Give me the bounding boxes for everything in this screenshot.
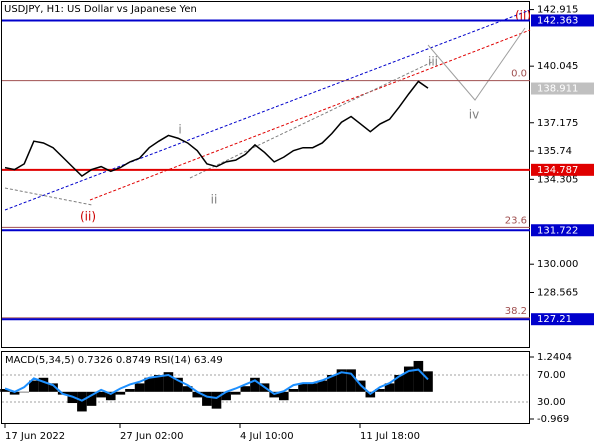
- level-label: 134.787: [537, 165, 578, 176]
- x-tick-label: 11 Jul 18:00: [360, 431, 420, 442]
- macd-bar: [384, 383, 395, 392]
- channel-line: [89, 29, 531, 201]
- macd-bar: [211, 391, 222, 409]
- macd-bar: [403, 366, 414, 392]
- level-box: [531, 224, 594, 237]
- macd-bar: [96, 391, 106, 398]
- y-tick-label: 140.045: [537, 61, 578, 72]
- chart-title: USDJPY, H1: US Dollar vs Japanese Yen: [4, 4, 197, 15]
- rsi-line: [4, 368, 429, 402]
- level-label: 138.911: [537, 84, 578, 95]
- level-label: 127.21: [537, 314, 572, 325]
- macd-bar: [115, 391, 126, 395]
- indicator-panel: [1, 351, 530, 424]
- macd-bar: [134, 383, 145, 392]
- indicator-title: MACD(5,34,5) 0.7326 0.8749 RSI(14) 63.49: [5, 355, 223, 366]
- macd-bar: [413, 360, 424, 392]
- wave-projection: [427, 27, 526, 101]
- macd-bar: [394, 374, 404, 392]
- y-tick-label: 135.74: [537, 146, 572, 157]
- fib-label: 38.2: [505, 306, 527, 317]
- channel-line: [4, 9, 531, 211]
- fib-label: 23.6: [505, 215, 527, 226]
- macd-bar: [154, 374, 164, 392]
- x-tick-label: 27 Jun 02:00: [120, 431, 184, 442]
- y-tick-label: 142.915: [537, 5, 578, 16]
- y-tick-label: -0.969: [537, 414, 569, 425]
- macd-bar: [105, 391, 116, 401]
- level-box: [531, 313, 594, 326]
- y-tick-label: 130.000: [537, 259, 578, 270]
- macd-bar: [307, 383, 318, 392]
- macd-bar: [250, 377, 260, 392]
- wave-label: iv: [469, 108, 479, 122]
- macd-bar: [288, 389, 299, 392]
- wave-label: ii: [211, 193, 218, 207]
- macd-bar: [317, 380, 328, 392]
- macd-bar: [192, 391, 203, 398]
- macd-bar: [125, 389, 135, 392]
- x-tick-label: 4 Jul 10:00: [240, 431, 294, 442]
- macd-bar: [375, 389, 385, 392]
- fib-label: 0.0: [511, 69, 527, 80]
- y-tick-label: 134.305: [537, 174, 578, 185]
- macd-bar: [346, 369, 356, 392]
- wave-label: (ii): [80, 210, 96, 224]
- wave-label: (ii): [515, 9, 531, 23]
- macd-bar: [327, 374, 337, 392]
- macd-bar: [9, 391, 20, 395]
- macd-bar: [19, 391, 30, 393]
- x-tick-label: 17 Jun 2022: [5, 431, 65, 442]
- macd-bar: [29, 380, 39, 392]
- macd-bar: [163, 372, 174, 392]
- macd-bar: [298, 383, 308, 392]
- level-label: 142.363: [537, 15, 578, 26]
- level-box: [531, 82, 594, 95]
- macd-bar: [336, 369, 347, 392]
- macd-bar: [48, 383, 58, 392]
- y-tick-label: 30.00: [537, 397, 566, 408]
- macd-bar: [173, 377, 183, 392]
- main-panel: [1, 1, 530, 348]
- level-box: [531, 163, 594, 176]
- y-tick-label: 128.565: [537, 287, 578, 298]
- price-line: [4, 80, 429, 178]
- macd-bar: [0, 389, 10, 392]
- macd-bar: [221, 391, 231, 401]
- wave-label: iii: [428, 55, 438, 69]
- macd-bar: [423, 371, 433, 392]
- macd-bar: [38, 377, 49, 392]
- macd-bar: [86, 391, 97, 406]
- macd-bar: [144, 377, 155, 392]
- macd-bar: [240, 386, 251, 392]
- wave-label: i: [178, 123, 181, 137]
- macd-bar: [202, 391, 212, 406]
- y-tick-label: 70.00: [537, 370, 566, 381]
- macd-bar: [182, 386, 193, 392]
- macd-bar: [230, 391, 241, 395]
- y-tick-label: 1.2404: [537, 352, 572, 363]
- macd-bar: [278, 391, 289, 401]
- level-box: [531, 14, 594, 27]
- y-tick-label: 137.175: [537, 118, 578, 129]
- level-label: 131.722: [537, 225, 578, 236]
